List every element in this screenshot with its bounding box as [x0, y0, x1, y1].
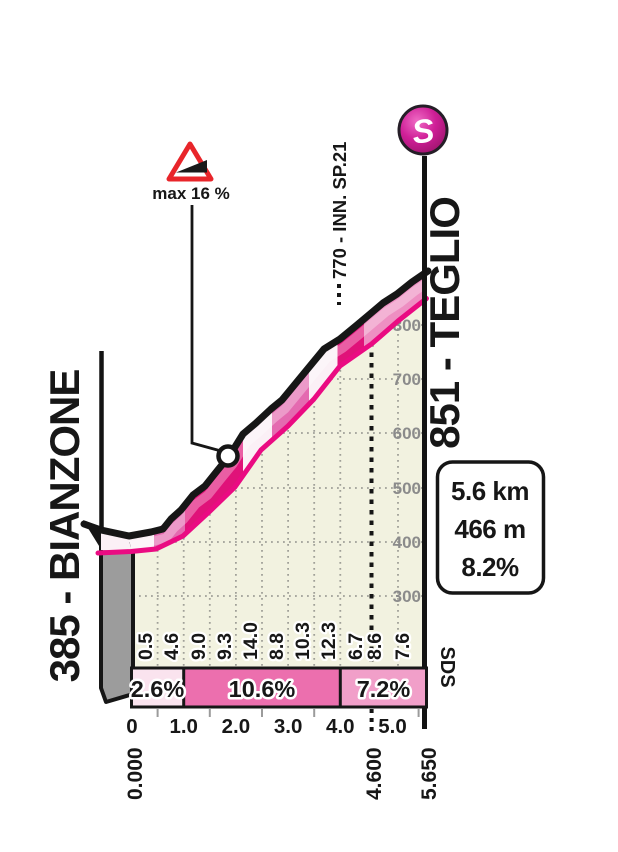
km-marker: 4.600 — [363, 747, 386, 800]
km-tick: 5.0 — [378, 715, 407, 738]
km-marker: 0.000 — [124, 747, 147, 800]
summary-gradient-bar: 2.6% 10.6% 7.2% — [128, 666, 428, 709]
elevation-tick: 500 — [393, 479, 421, 498]
gradient-label: 12.3 — [318, 622, 340, 660]
gradient-label: 7.6 — [392, 633, 414, 660]
elevation-tick: 300 — [393, 587, 421, 606]
start-name-label: 385 - BIANZONE — [41, 370, 88, 683]
distance-axis: 0 1.0 2.0 3.0 4.0 5.0 0.000 4.600 5.650 — [124, 709, 441, 800]
km-marker: 5.650 — [418, 747, 441, 800]
start-block-top-face — [101, 532, 131, 551]
sprint-icon: S — [397, 104, 449, 156]
gradient-label: 8.6 — [364, 633, 386, 660]
slope-glyph — [176, 160, 207, 173]
gradient-label: 8.8 — [266, 633, 288, 660]
gradient-label: 9.3 — [214, 633, 236, 660]
summary-segment-label: 2.6% — [131, 676, 185, 702]
climb-gain: 466 m — [454, 514, 525, 544]
road-top-edge — [80, 267, 432, 540]
elevation-tick: 600 — [393, 424, 421, 443]
elevation-axis: 800 700 600 500 400 300 — [393, 316, 421, 606]
gradient-label: 10.3 — [292, 622, 314, 660]
max-gradient-warning-icon — [166, 141, 214, 182]
km-tick: 1.0 — [169, 715, 198, 738]
km-tick: 2.0 — [222, 715, 251, 738]
road-ribbon — [129, 272, 427, 551]
road-top-highlight — [129, 276, 427, 550]
climb-info-box: 5.6 km 466 m 8.2% — [435, 460, 546, 595]
junction-label: 770 - INN. SP.21 — [329, 142, 350, 279]
max-gradient-point-marker — [216, 444, 240, 468]
gradient-label: 0.5 — [135, 633, 157, 660]
km-tick: 3.0 — [274, 715, 303, 738]
max-gradient-label: max 16 % — [152, 184, 230, 203]
gradient-label: 14.0 — [240, 622, 262, 660]
km-tick: 4.0 — [326, 715, 355, 738]
summary-segment-label: 10.6% — [229, 676, 296, 702]
signature-label: SDS — [436, 646, 458, 687]
elevation-tick: 400 — [393, 533, 421, 552]
gradient-label: 6.7 — [345, 633, 367, 660]
max-gradient-pointer-line — [190, 205, 222, 453]
finish-name-label: 851 - TEGLIO — [421, 197, 468, 449]
plot-area-background — [131, 299, 427, 668]
elevation-tick: 700 — [393, 370, 421, 389]
gradient-labels: 0.5 4.6 9.0 9.3 14.0 8.8 10.3 12.3 6.7 8… — [133, 620, 417, 663]
summary-segment-label: 7.2% — [357, 676, 411, 702]
km-tick: 0 — [126, 715, 137, 738]
road-bottom-edge — [95, 296, 429, 556]
climb-distance: 5.6 km — [451, 476, 529, 506]
climb-avg-gradient: 8.2% — [461, 552, 519, 582]
gradient-label: 4.6 — [161, 633, 183, 660]
sprint-letter: S — [410, 111, 437, 151]
gradient-label: 9.0 — [188, 633, 210, 660]
